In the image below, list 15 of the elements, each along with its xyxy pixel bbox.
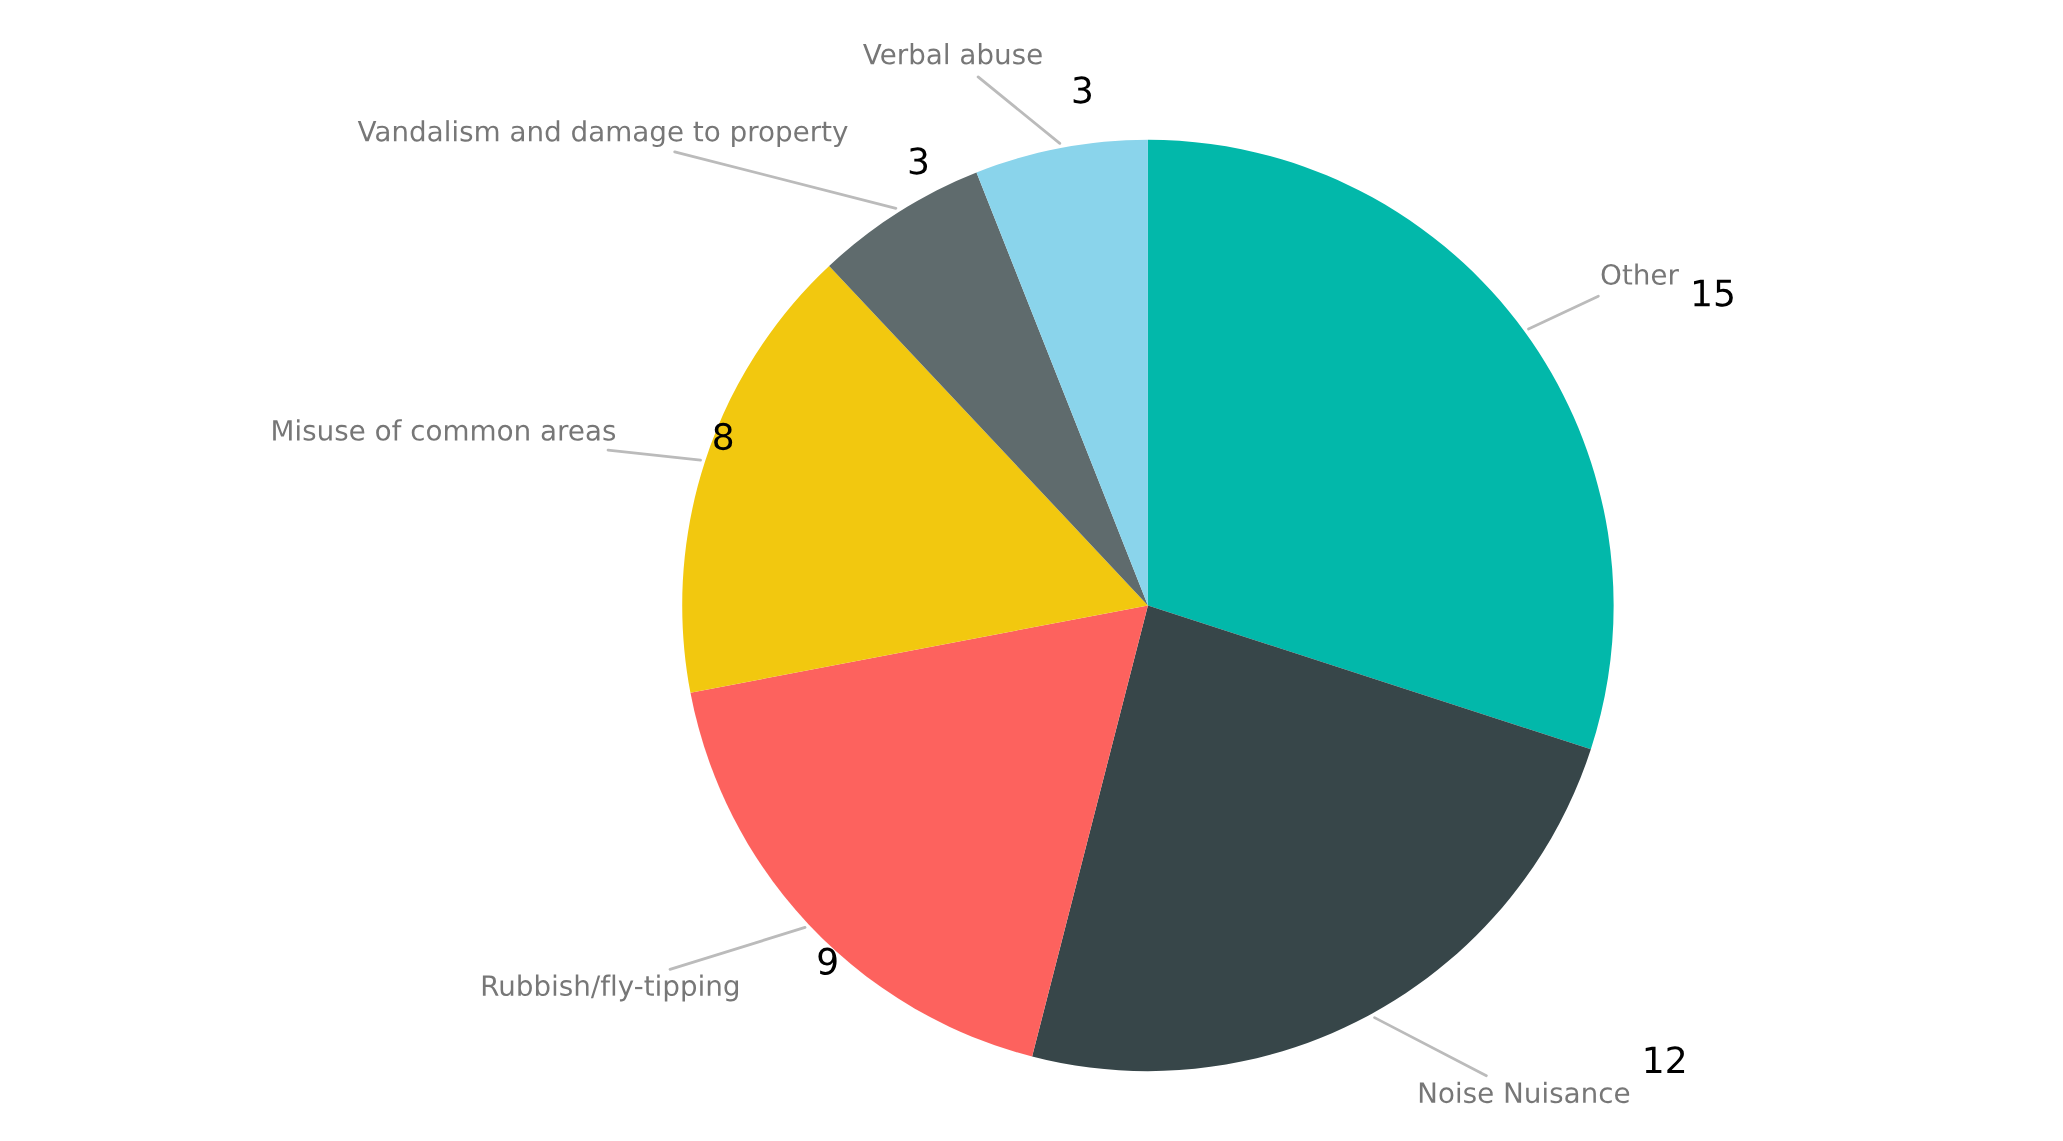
pie-slice — [976, 139, 1148, 606]
data-label: 3 — [909, 147, 928, 175]
data-label: 15 — [1694, 279, 1733, 307]
slice-label: Rubbish/fly-tipping — [482, 974, 739, 1002]
pie-slice — [1032, 605, 1591, 1072]
data-label: 3 — [1073, 76, 1091, 104]
slice-label: Vandalism and damage to property — [357, 120, 848, 148]
data-label: 9 — [818, 947, 837, 975]
data-label: 8 — [714, 422, 733, 451]
pie-slice — [682, 265, 1148, 693]
slice-label: Other — [1601, 263, 1679, 285]
slice-label: Misuse of common areas — [273, 419, 616, 441]
slice-label: Noise Nuisance — [1419, 1081, 1630, 1104]
data-label: 12 — [1645, 1046, 1685, 1074]
slice-label: Verbal abuse — [863, 43, 1042, 65]
